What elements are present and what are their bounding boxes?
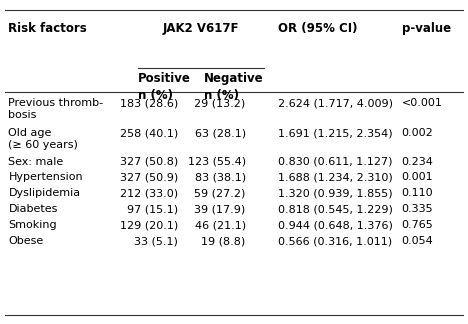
Text: 123 (55.4): 123 (55.4) — [188, 157, 246, 167]
Text: 0.944 (0.648, 1.376): 0.944 (0.648, 1.376) — [278, 220, 393, 230]
Text: <0.001: <0.001 — [402, 98, 442, 108]
Text: 39 (17.9): 39 (17.9) — [194, 204, 246, 214]
Text: 59 (27.2): 59 (27.2) — [194, 188, 246, 198]
Text: 19 (8.8): 19 (8.8) — [201, 236, 246, 246]
Text: 212 (33.0): 212 (33.0) — [120, 188, 178, 198]
Text: 0.110: 0.110 — [402, 188, 433, 198]
Text: Smoking: Smoking — [8, 220, 57, 230]
Text: 258 (40.1): 258 (40.1) — [120, 128, 178, 138]
Text: Sex: male: Sex: male — [8, 157, 64, 167]
Text: Diabetes: Diabetes — [8, 204, 58, 214]
Text: 0.830 (0.611, 1.127): 0.830 (0.611, 1.127) — [278, 157, 393, 167]
Text: 1.320 (0.939, 1.855): 1.320 (0.939, 1.855) — [278, 188, 393, 198]
Text: 183 (28.6): 183 (28.6) — [120, 98, 178, 108]
Text: 0.054: 0.054 — [402, 236, 433, 246]
Text: 1.691 (1.215, 2.354): 1.691 (1.215, 2.354) — [278, 128, 393, 138]
Text: Previous thromb-
bosis: Previous thromb- bosis — [8, 98, 103, 121]
Text: Obese: Obese — [8, 236, 44, 246]
Text: 327 (50.8): 327 (50.8) — [120, 157, 178, 167]
Text: Risk factors: Risk factors — [8, 22, 87, 35]
Text: 46 (21.1): 46 (21.1) — [195, 220, 246, 230]
Text: 0.566 (0.316, 1.011): 0.566 (0.316, 1.011) — [278, 236, 393, 246]
Text: Old age
(≥ 60 years): Old age (≥ 60 years) — [8, 128, 78, 150]
Text: 63 (28.1): 63 (28.1) — [195, 128, 246, 138]
Text: 1.688 (1.234, 2.310): 1.688 (1.234, 2.310) — [278, 172, 393, 182]
Text: 2.624 (1.717, 4.009): 2.624 (1.717, 4.009) — [278, 98, 394, 108]
Text: 0.001: 0.001 — [402, 172, 433, 182]
Text: 83 (38.1): 83 (38.1) — [195, 172, 246, 182]
Text: p-value: p-value — [402, 22, 451, 35]
Text: 29 (13.2): 29 (13.2) — [194, 98, 246, 108]
Text: 0.335: 0.335 — [402, 204, 433, 214]
Text: JAK2 V617F: JAK2 V617F — [163, 22, 240, 35]
Text: 129 (20.1): 129 (20.1) — [120, 220, 178, 230]
Text: Hypertension: Hypertension — [8, 172, 83, 182]
Text: 0.234: 0.234 — [402, 157, 433, 167]
Text: 327 (50.9): 327 (50.9) — [120, 172, 178, 182]
Text: 0.765: 0.765 — [402, 220, 433, 230]
Text: 0.818 (0.545, 1.229): 0.818 (0.545, 1.229) — [278, 204, 393, 214]
Text: Negative
n (%): Negative n (%) — [204, 72, 263, 101]
Text: 0.002: 0.002 — [402, 128, 433, 138]
Text: Dyslipidemia: Dyslipidemia — [8, 188, 80, 198]
Text: Positive
n (%): Positive n (%) — [138, 72, 191, 101]
Text: 97 (15.1): 97 (15.1) — [127, 204, 178, 214]
Text: OR (95% CI): OR (95% CI) — [278, 22, 358, 35]
Text: 33 (5.1): 33 (5.1) — [134, 236, 178, 246]
